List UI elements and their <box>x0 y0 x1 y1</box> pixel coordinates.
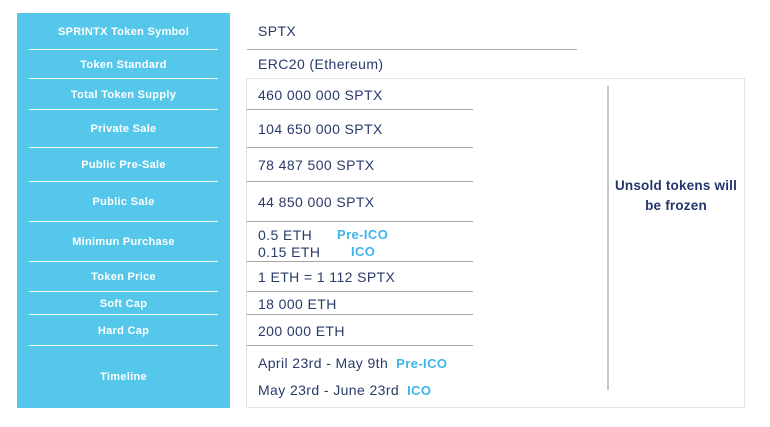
values-box: 460 000 000 SPTX 104 650 000 SPTX 78 487… <box>246 78 745 408</box>
value-column: 460 000 000 SPTX 104 650 000 SPTX 78 487… <box>247 79 607 407</box>
soft-cap-value: 18 000 ETH <box>258 295 337 312</box>
value-row-min-purchase: 0.5 ETH Pre-ICO 0.15 ETH ICO <box>247 222 607 262</box>
public-pre-sale-value: 78 487 500 SPTX <box>258 157 375 173</box>
value-row-public-pre-sale: 78 487 500 SPTX <box>247 148 607 182</box>
timeline-pre-ico-dates: April 23rd - May 9th <box>258 355 389 371</box>
value-row-soft-cap: 18 000 ETH <box>247 292 607 315</box>
min-purchase-pre-ico-line: 0.5 ETH Pre-ICO <box>258 227 388 243</box>
min-purchase-pre-ico-tag: Pre-ICO <box>337 227 389 242</box>
timeline-ico-dates: May 23rd - June 23rd <box>258 382 400 398</box>
value-row-token-symbol: SPTX <box>247 13 577 50</box>
hard-cap-value: 200 000 ETH <box>258 322 345 339</box>
sidebar-label-public-pre-sale: Public Pre-Sale <box>17 148 230 182</box>
token-price-value: 1 ETH = 1 112 SPTX <box>258 269 396 285</box>
timeline-ico-line: May 23rd - June 23rd ICO <box>258 382 431 398</box>
timeline-pre-ico-tag: Pre-ICO <box>396 355 448 371</box>
total-supply-value: 460 000 000 SPTX <box>258 86 383 103</box>
sidebar-label-soft-cap: Soft Cap <box>17 292 230 315</box>
sidebar-label-hard-cap: Hard Cap <box>17 315 230 346</box>
value-row-public-sale: 44 850 000 SPTX <box>247 182 607 222</box>
value-row-private-sale: 104 650 000 SPTX <box>247 110 607 148</box>
top-value-rows: SPTX ERC20 (Ethereum) <box>247 13 577 78</box>
value-row-token-price: 1 ETH = 1 112 SPTX <box>247 262 607 292</box>
sidebar-label-token-standard: Token Standard <box>17 50 230 79</box>
sidebar-label-token-symbol: SPRINTX Token Symbol <box>17 13 230 50</box>
private-sale-value: 104 650 000 SPTX <box>258 121 383 137</box>
label-sidebar: SPRINTX Token Symbol Token Standard Tota… <box>17 13 230 408</box>
min-purchase-ico-tag: ICO <box>351 244 376 259</box>
value-row-timeline: April 23rd - May 9th Pre-ICO May 23rd - … <box>247 346 607 407</box>
sidebar-label-public-sale: Public Sale <box>17 182 230 222</box>
min-purchase-pre-ico-value: 0.5 ETH <box>258 226 313 243</box>
value-row-total-supply: 460 000 000 SPTX <box>247 79 607 110</box>
value-row-hard-cap: 200 000 ETH <box>247 315 607 346</box>
sidebar-label-private-sale: Private Sale <box>17 110 230 148</box>
unsold-tokens-note: Unsold tokens will be frozen <box>614 178 738 213</box>
sidebar-label-min-purchase: Minimun Purchase <box>17 222 230 262</box>
sidebar-label-timeline: Timeline <box>100 371 147 383</box>
min-purchase-ico-line: 0.15 ETH ICO <box>258 244 375 260</box>
vertical-divider <box>607 86 609 390</box>
min-purchase-ico-value: 0.15 ETH <box>258 243 321 260</box>
sidebar-label-total-supply: Total Token Supply <box>17 79 230 110</box>
timeline-ico-tag: ICO <box>407 382 432 398</box>
token-standard-value: ERC20 (Ethereum) <box>258 56 384 72</box>
token-symbol-value: SPTX <box>258 23 297 39</box>
sidebar-label-token-price: Token Price <box>17 262 230 292</box>
public-sale-value: 44 850 000 SPTX <box>258 194 375 210</box>
timeline-pre-ico-line: April 23rd - May 9th Pre-ICO <box>258 355 447 371</box>
value-row-token-standard: ERC20 (Ethereum) <box>247 50 577 78</box>
